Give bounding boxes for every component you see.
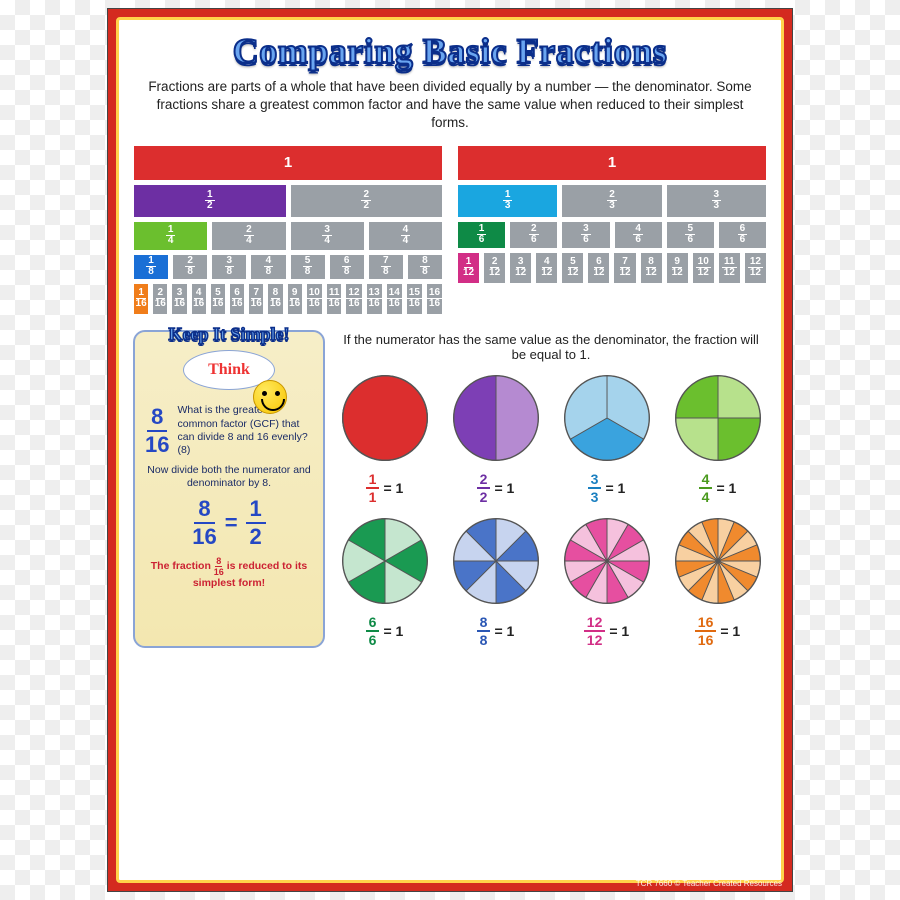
bar-cell: 88 [407, 254, 443, 280]
circle-item: 1616= 1 [668, 515, 767, 648]
poster: Comparing Basic Fractions Fractions are … [107, 8, 793, 892]
bar-cell: 216 [152, 283, 168, 315]
bar-cell: 14 [133, 221, 208, 251]
circle-label: 44= 1 [668, 471, 767, 505]
bar-cell: 716 [248, 283, 264, 315]
circle-label: 88= 1 [446, 614, 545, 648]
bar-cell: 1416 [386, 283, 403, 315]
circle-item: 22= 1 [446, 372, 545, 505]
bar-cell: 316 [171, 283, 187, 315]
circle-label: 22= 1 [446, 471, 545, 505]
think-step: Now divide both the numerator and denomi… [145, 464, 313, 490]
poster-inner: Comparing Basic Fractions Fractions are … [116, 17, 784, 883]
bar-cell: 1212 [744, 252, 767, 284]
smiley-icon [253, 380, 287, 414]
think-question-row: 816 What is the greatest common factor (… [145, 404, 313, 458]
bar-cell: 26 [509, 221, 558, 249]
footer-credit: TCR 7660 © Teacher Created Resources [636, 879, 782, 888]
bar-cell: 816 [267, 283, 283, 315]
bar-cell: 1 [457, 145, 767, 181]
bar-cell: 13 [457, 184, 558, 218]
equals-sign: = [225, 510, 238, 536]
barset-left: 11222 14243444 1828384858687888 11621631641… [133, 145, 443, 318]
bar-cell: 812 [640, 252, 663, 284]
bar-cell: 112 [457, 252, 480, 284]
bar-cell: 1112 [718, 252, 741, 284]
circles-area: If the numerator has the same value as t… [335, 330, 767, 648]
bar-cell: 412 [535, 252, 558, 284]
think-question: What is the greatest common factor (GCF)… [177, 404, 313, 457]
think-fraction-8-16: 816 [145, 404, 169, 458]
bar-cell: 212 [483, 252, 506, 284]
bar-cell: 58 [290, 254, 326, 280]
circle-item: 88= 1 [446, 515, 545, 648]
bar-cell: 712 [613, 252, 636, 284]
bar-cell: 46 [614, 221, 663, 249]
fraction-bars: 1122214243444182838485868788811621631641… [133, 145, 767, 318]
bar-cell: 78 [368, 254, 404, 280]
bar-cell: 68 [329, 254, 365, 280]
bar-cell: 56 [666, 221, 715, 249]
circle-item: 33= 1 [557, 372, 656, 505]
bar-cell: 12 [133, 184, 287, 218]
bar-cell: 1116 [326, 283, 343, 315]
bar-cell: 516 [210, 283, 226, 315]
lower-section: Keep It Simple! Think 816 What is the gr… [133, 330, 767, 648]
bar-cell: 18 [133, 254, 169, 280]
bar-cell: 38 [211, 254, 247, 280]
barset-right: 1132333 162636465666 112212312412512612712… [457, 145, 767, 318]
circle-item: 66= 1 [335, 515, 434, 648]
think-equation: 816 = 12 [145, 496, 313, 550]
bar-cell: 34 [290, 221, 365, 251]
bar-cell: 1316 [366, 283, 383, 315]
circle-label: 66= 1 [335, 614, 434, 648]
bar-cell: 512 [561, 252, 584, 284]
circle-item: 11= 1 [335, 372, 434, 505]
bar-cell: 1516 [406, 283, 423, 315]
bar-cell: 16 [457, 221, 506, 249]
bar-cell: 312 [509, 252, 532, 284]
bar-cell: 28 [172, 254, 208, 280]
bar-cell: 33 [666, 184, 767, 218]
circle-item: 44= 1 [668, 372, 767, 505]
eq-right: 12 [246, 496, 266, 550]
bar-cell: 612 [587, 252, 610, 284]
bar-cell: 23 [561, 184, 662, 218]
bar-cell: 916 [287, 283, 303, 315]
bar-cell: 66 [718, 221, 767, 249]
circle-label: 11= 1 [335, 471, 434, 505]
bar-cell: 1216 [345, 283, 362, 315]
keep-it-simple-banner: Keep It Simple! [169, 324, 290, 345]
intro-text: Fractions are parts of a whole that have… [133, 78, 767, 143]
bar-cell: 44 [368, 221, 443, 251]
bar-cell: 1016 [306, 283, 323, 315]
bar-cell: 616 [229, 283, 245, 315]
eq-left: 816 [192, 496, 216, 550]
bar-cell: 48 [250, 254, 286, 280]
think-box: Keep It Simple! Think 816 What is the gr… [133, 330, 325, 648]
circle-item: 1212= 1 [557, 515, 656, 648]
bar-cell: 1012 [692, 252, 715, 284]
bar-cell: 912 [666, 252, 689, 284]
bar-cell: 24 [211, 221, 286, 251]
circle-label: 1212= 1 [557, 614, 656, 648]
bar-cell: 1616 [426, 283, 443, 315]
circle-grid: 11= 1 22= 1 33= 1 44= 1 66= 1 88= 1 1212= 1 161… [335, 372, 767, 648]
bar-cell: 1 [133, 145, 443, 181]
circle-label: 33= 1 [557, 471, 656, 505]
page-title: Comparing Basic Fractions [133, 30, 767, 72]
bar-cell: 36 [561, 221, 610, 249]
circle-label: 1616= 1 [668, 614, 767, 648]
bar-cell: 416 [191, 283, 207, 315]
bar-cell: 22 [290, 184, 444, 218]
think-conclusion: The fraction 816 is reduced to its simpl… [145, 556, 313, 589]
circles-intro: If the numerator has the same value as t… [335, 332, 767, 362]
bar-cell: 116 [133, 283, 149, 315]
